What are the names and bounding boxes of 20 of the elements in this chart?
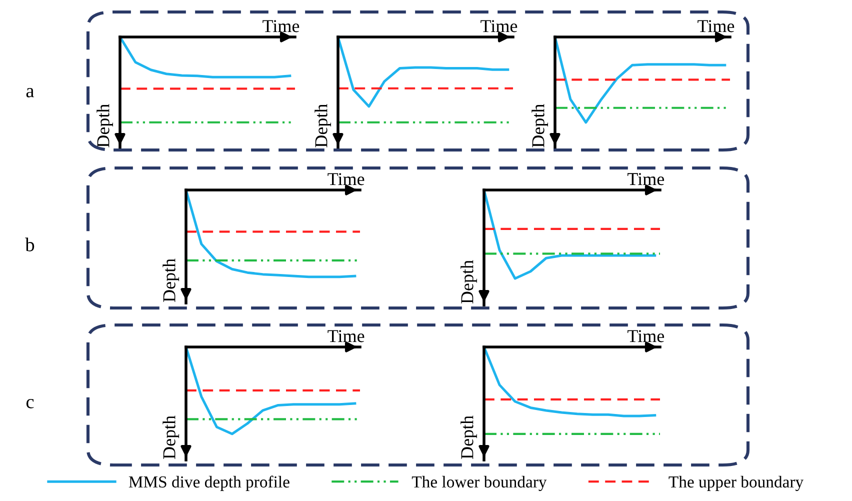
x-axis-title: Time xyxy=(698,20,734,32)
y-axis-title: Depth xyxy=(460,416,477,459)
legend-label: The lower boundary xyxy=(412,476,547,492)
x-axis-title: Time xyxy=(328,330,364,342)
x-axis-title: Time xyxy=(628,173,664,186)
text: a xyxy=(26,88,34,98)
x-axis-title: Time xyxy=(480,20,518,32)
text: c xyxy=(26,399,34,408)
y-axis-title: Depth xyxy=(162,258,180,302)
text: b xyxy=(25,238,34,252)
legend-label: The upper boundary xyxy=(668,476,804,492)
y-axis-title: Depth xyxy=(532,104,548,148)
x-axis-title: Time xyxy=(328,173,364,186)
x-axis-title: Time xyxy=(628,330,664,342)
x-axis-title: Time xyxy=(262,20,300,32)
y-axis-title: Depth xyxy=(96,104,113,148)
y-axis-title: Depth xyxy=(314,104,331,148)
y-axis-title: Depth xyxy=(460,260,477,304)
y-axis-title: Depth xyxy=(162,416,180,459)
legend-label: MMS dive depth profile xyxy=(128,476,290,491)
